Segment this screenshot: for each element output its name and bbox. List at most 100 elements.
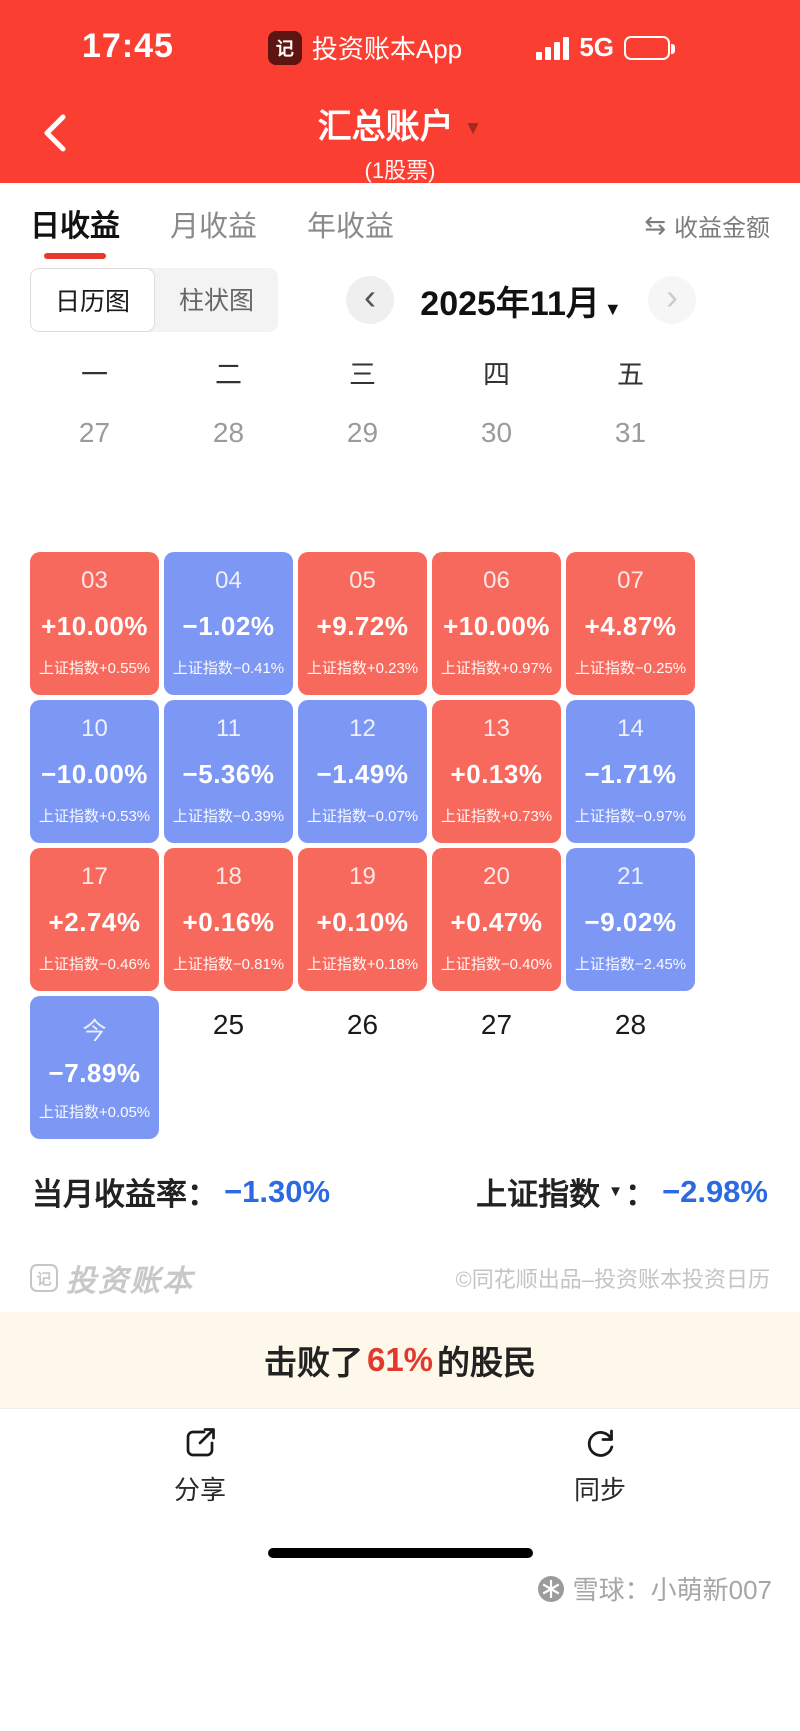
calendar-day-prev-month: 29 xyxy=(346,417,379,448)
calendar-day-cell[interactable]: 12 −1.49% 上证指数−0.07% xyxy=(298,700,427,843)
sync-label: 同步 xyxy=(573,1474,626,1505)
calendar-day-cell[interactable]: 21 −9.02% 上证指数−2.45% xyxy=(566,848,695,991)
calendar-day-cell[interactable]: 13 +0.13% 上证指数+0.73% xyxy=(432,700,561,843)
tab-daily-return[interactable]: 日收益 xyxy=(30,201,120,261)
day-number: 19 xyxy=(349,863,376,890)
weekday-label: 一 xyxy=(81,360,108,390)
day-return-value: +10.00% xyxy=(41,610,148,641)
calendar-day-prev-month: 30 xyxy=(480,417,513,448)
calendar-day-cell[interactable]: 05 +9.72% 上证指数+0.23% xyxy=(298,552,427,695)
calendar-day-cell[interactable]: 10 −10.00% 上证指数+0.53% xyxy=(30,700,159,843)
brand-name: 投资账本 xyxy=(66,1265,194,1298)
day-number: 17 xyxy=(81,863,108,890)
back-chevron-icon xyxy=(44,114,66,152)
calendar-day-prev-month: 27 xyxy=(78,417,111,448)
view-toggle: 日历图 柱状图 xyxy=(30,268,279,332)
banner-prefix: 击败了 xyxy=(263,1344,363,1381)
account-subtitle: (1股票) xyxy=(364,158,436,183)
index-value: −2.98% xyxy=(661,1173,768,1209)
day-return-value: −10.00% xyxy=(41,758,148,789)
share-label: 分享 xyxy=(173,1474,226,1505)
credit-row: 记 投资账本 ©同花顺出品–投资账本投资日历 xyxy=(0,1256,800,1300)
home-indicator[interactable] xyxy=(267,1548,533,1558)
index-summary[interactable]: 上证指数 ▼ ： −2.98% xyxy=(476,1169,768,1214)
weekday-label: 三 xyxy=(349,360,376,390)
calendar-day-cell[interactable]: 18 +0.16% 上证指数−0.81% xyxy=(164,848,293,991)
index-change-label: 上证指数+0.18% xyxy=(306,956,419,973)
day-number: 10 xyxy=(81,715,108,742)
index-change-label: 上证指数−0.81% xyxy=(172,956,285,973)
app-logo-icon: 记 xyxy=(267,30,302,65)
day-number: 20 xyxy=(483,863,510,890)
day-number: 18 xyxy=(215,863,242,890)
calendar-day-cell[interactable]: 19 +0.10% 上证指数+0.18% xyxy=(298,848,427,991)
calendar-day-cell[interactable]: 17 +2.74% 上证指数−0.46% xyxy=(30,848,159,991)
day-return-value: +0.13% xyxy=(450,758,543,789)
calendar-day-cell[interactable]: 20 +0.47% 上证指数−0.40% xyxy=(432,848,561,991)
home-row: 雪球：小萌新007 xyxy=(0,1548,800,1731)
index-change-label: 上证指数−0.41% xyxy=(172,660,285,677)
calendar-day-no-data: 27 xyxy=(480,1009,513,1040)
month-selector[interactable]: 2025年11月 ▼ xyxy=(412,276,630,325)
brand-logo: 记 投资账本 xyxy=(30,1256,194,1300)
day-return-value: −1.02% xyxy=(182,610,275,641)
calendar-day-no-data: 26 xyxy=(346,1009,379,1040)
calendar-day-prev-month: 31 xyxy=(614,417,647,448)
share-icon xyxy=(186,1427,215,1456)
day-return-value: −7.89% xyxy=(48,1058,141,1088)
index-change-label: 上证指数−0.40% xyxy=(440,956,553,973)
calendar-day-cell[interactable]: 03 +10.00% 上证指数+0.55% xyxy=(30,552,159,695)
status-app-label: 记 投资账本App xyxy=(0,0,730,95)
status-bar: 17:45 记 投资账本App 5G xyxy=(0,0,800,95)
amount-toggle[interactable]: ⇆ 收益金额 xyxy=(644,208,770,261)
back-button[interactable] xyxy=(32,109,76,157)
network-type: 5G xyxy=(579,32,614,62)
calendar-day-no-data: 25 xyxy=(212,1009,245,1040)
index-change-label: 上证指数−0.39% xyxy=(172,808,285,825)
day-return-value: +0.16% xyxy=(182,906,275,937)
calendar-day-cell[interactable]: 07 +4.87% 上证指数−0.25% xyxy=(566,552,695,695)
amount-toggle-label: 收益金额 xyxy=(674,215,770,242)
weekday-header: 一 二 三 四 五 xyxy=(30,353,695,392)
index-dropdown-icon: ▼ xyxy=(608,1183,623,1200)
account-selector[interactable]: 汇总账户 ▼ (1股票) xyxy=(0,95,800,185)
status-indicators: 5G xyxy=(536,0,675,95)
index-change-label: 上证指数+0.23% xyxy=(306,660,419,677)
bottom-action-bar: 分享 同步 xyxy=(0,1408,800,1520)
day-return-value: −1.71% xyxy=(584,758,677,789)
beat-banner: 击败了 61% 的股民 xyxy=(0,1312,800,1408)
index-change-label: 上证指数+0.73% xyxy=(440,808,553,825)
controls-row: 日历图 柱状图 ‹ 2025年11月 ▼ › xyxy=(0,268,800,332)
calendar-day-cell[interactable]: 06 +10.00% 上证指数+0.97% xyxy=(432,552,561,695)
battery-icon xyxy=(624,35,675,60)
day-number: 21 xyxy=(617,863,644,890)
sync-button[interactable]: 同步 xyxy=(400,1409,800,1520)
index-change-label: 上证指数−0.46% xyxy=(38,956,151,973)
calendar-day-cell[interactable]: 04 −1.02% 上证指数−0.41% xyxy=(164,552,293,695)
weekday-label: 五 xyxy=(617,360,644,390)
day-return-value: +4.87% xyxy=(584,610,677,641)
day-number: 11 xyxy=(216,715,241,742)
calendar-day-cell[interactable]: 11 −5.36% 上证指数−0.39% xyxy=(164,700,293,843)
share-button[interactable]: 分享 xyxy=(0,1409,400,1520)
index-change-label: 上证指数−0.97% xyxy=(574,808,687,825)
calendar-day-cell[interactable]: 14 −1.71% 上证指数−0.97% xyxy=(566,700,695,843)
clock: 17:45 xyxy=(82,27,174,65)
tab-yearly-return[interactable]: 年收益 xyxy=(307,211,395,243)
signal-icon xyxy=(536,36,570,60)
next-month-button[interactable]: › xyxy=(648,276,696,324)
prev-month-button[interactable]: ‹ xyxy=(346,276,394,324)
calendar-day-cell[interactable]: 今 −7.89% 上证指数+0.05% xyxy=(30,996,159,1139)
index-label: 上证指数 xyxy=(476,1177,601,1212)
view-option-bar[interactable]: 柱状图 xyxy=(179,287,255,315)
banner-suffix: 的股民 xyxy=(437,1344,537,1381)
month-return-summary: 当月收益率： −1.30% xyxy=(32,1169,330,1214)
day-number: 今 xyxy=(82,1018,107,1045)
tab-monthly-return[interactable]: 月收益 xyxy=(170,211,258,243)
dropdown-triangle-icon: ▼ xyxy=(463,118,483,140)
view-option-calendar[interactable]: 日历图 xyxy=(30,268,156,332)
swap-icon: ⇆ xyxy=(644,210,666,240)
day-return-value: +2.74% xyxy=(48,906,141,937)
day-return-value: −9.02% xyxy=(584,906,677,937)
